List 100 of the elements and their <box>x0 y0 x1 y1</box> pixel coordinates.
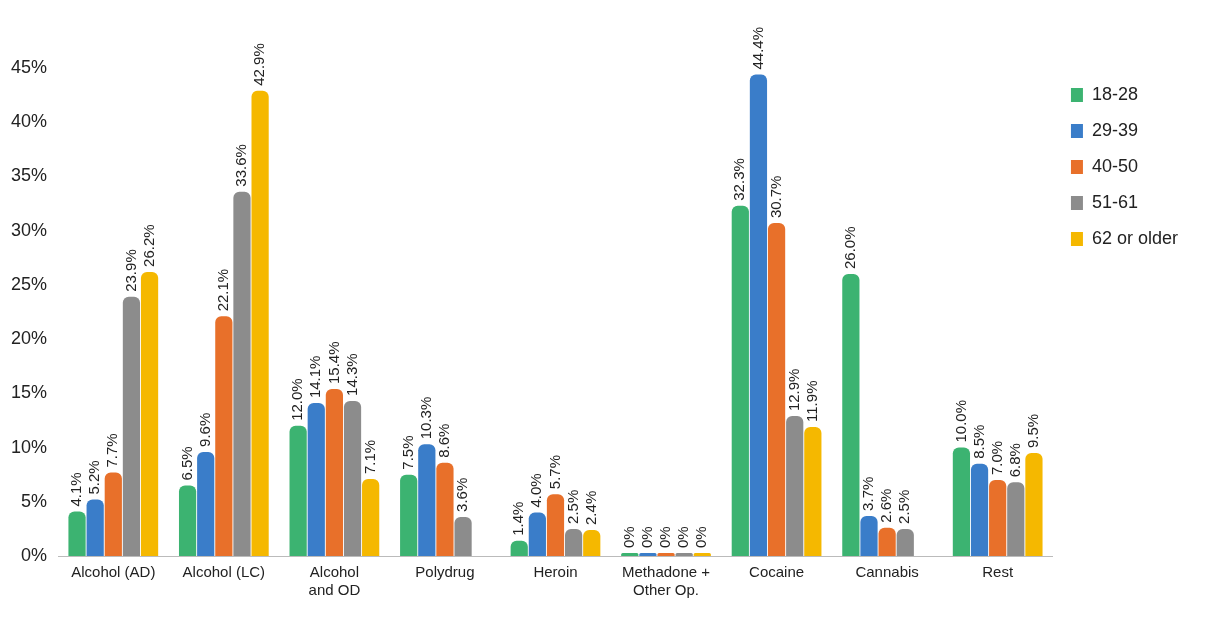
data-label: 3.7% <box>859 476 877 511</box>
y-tick-label: 25% <box>11 273 48 294</box>
bar <box>178 485 197 556</box>
bar <box>233 191 251 556</box>
legend-label: 18-28 <box>1091 83 1138 104</box>
x-tick-label: Methadone + Other Op. <box>622 563 711 599</box>
data-label: 7.7% <box>103 433 121 468</box>
data-label: 26.0% <box>841 226 859 270</box>
data-label: 26.2% <box>139 224 157 267</box>
bar <box>731 205 749 556</box>
bar <box>546 494 565 556</box>
x-tick-label: Heroin <box>533 563 578 581</box>
bar <box>362 479 380 556</box>
bar <box>842 274 860 556</box>
data-label: 14.3% <box>342 353 360 396</box>
data-label: 33.6% <box>232 144 250 187</box>
data-label: 0% <box>638 526 656 548</box>
bar <box>583 529 601 556</box>
y-tick-label: 15% <box>11 382 48 403</box>
data-label: 7.0% <box>987 440 1005 476</box>
bar <box>860 515 878 556</box>
x-tick-label: Cocaine <box>749 563 805 581</box>
bar <box>215 316 233 556</box>
data-label: 9.5% <box>1024 413 1042 448</box>
data-label: 12.9% <box>784 368 802 412</box>
legend-label: 51-61 <box>1091 191 1138 212</box>
x-tick-label: Rest <box>982 563 1014 581</box>
data-label: 8.5% <box>969 424 987 459</box>
bar <box>878 527 896 556</box>
data-label: 15.4% <box>324 341 342 384</box>
data-label: 4.1% <box>67 472 85 507</box>
data-label: 4.0% <box>527 473 545 508</box>
y-tick-label: 5% <box>21 490 48 511</box>
x-tick-label: Alcohol (LC) <box>182 563 266 581</box>
bar <box>251 90 269 556</box>
bar <box>1007 482 1025 556</box>
data-label: 32.3% <box>730 158 748 201</box>
bar <box>989 480 1007 556</box>
data-label: 5.2% <box>85 460 103 495</box>
legend-label: 40-50 <box>1091 155 1138 176</box>
bar <box>400 474 418 556</box>
data-label: 12.0% <box>288 378 306 421</box>
bar <box>418 444 436 556</box>
data-label: 22.1% <box>213 268 231 312</box>
data-label: 5.7% <box>545 454 563 490</box>
data-label: 44.4% <box>748 26 766 70</box>
data-label: 1.4% <box>509 501 527 536</box>
data-label: 7.5% <box>398 435 416 470</box>
data-label: 2.5% <box>563 489 581 524</box>
bar <box>307 403 325 556</box>
bar <box>970 463 989 556</box>
bar <box>122 296 141 556</box>
bar <box>140 271 159 556</box>
x-tick-label: Cannabis <box>855 563 919 581</box>
x-tick-label: Alcohol (AD) <box>71 563 156 581</box>
legend-label: 62 or older <box>1091 227 1179 248</box>
data-label: 30.7% <box>766 175 784 219</box>
data-label: 7.1% <box>360 439 378 474</box>
bar <box>343 400 362 556</box>
data-label: 0% <box>619 526 637 548</box>
data-label: 0% <box>674 526 692 548</box>
bar <box>1025 452 1043 556</box>
data-label: 14.1% <box>306 355 324 399</box>
data-label: 2.4% <box>581 490 599 525</box>
bar <box>952 447 971 556</box>
y-tick-label: 40% <box>11 111 48 132</box>
bar <box>289 425 307 556</box>
bar <box>325 389 344 556</box>
bar <box>786 416 804 556</box>
data-label: 3.6% <box>453 477 471 512</box>
bar <box>454 516 472 556</box>
y-tick-label: 20% <box>11 328 48 349</box>
data-label: 8.6% <box>435 423 453 458</box>
y-tick-label: 0% <box>21 544 48 565</box>
data-label: 0% <box>656 526 674 548</box>
bar <box>197 451 215 556</box>
data-label: 9.6% <box>195 412 213 447</box>
bar <box>528 512 546 556</box>
y-tick-label: 35% <box>11 165 48 186</box>
data-label: 6.5% <box>177 446 195 481</box>
bar <box>565 528 583 556</box>
y-tick-label: 10% <box>11 436 48 457</box>
data-label: 11.9% <box>802 380 820 422</box>
data-label: 42.9% <box>250 43 268 86</box>
bar <box>896 528 914 556</box>
data-label: 10.3% <box>416 396 434 440</box>
legend-label: 29-39 <box>1091 119 1138 140</box>
bar <box>436 462 454 556</box>
bar <box>86 499 104 556</box>
data-label: 10.0% <box>951 400 969 443</box>
x-tick-label: Alcohol and OD <box>308 563 361 599</box>
bar <box>749 74 768 556</box>
y-tick-label: 30% <box>11 219 48 240</box>
bar <box>804 426 822 556</box>
data-label: 2.6% <box>877 488 895 523</box>
data-label: 23.9% <box>121 249 139 292</box>
data-label: 6.8% <box>1005 443 1023 478</box>
x-tick-label: Polydrug <box>415 563 475 581</box>
bar <box>767 223 786 556</box>
bar <box>104 472 122 556</box>
